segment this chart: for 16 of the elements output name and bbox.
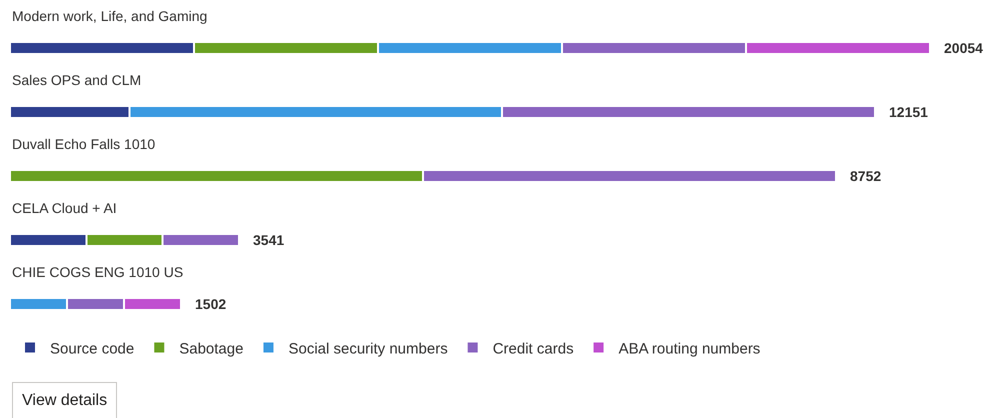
y-tick-label: Duvall Echo Falls 1010 bbox=[12, 136, 156, 152]
annotation: 3541 bbox=[253, 232, 284, 248]
legend-label: Source code bbox=[50, 340, 134, 358]
legend-label: ABA routing numbers bbox=[618, 340, 760, 358]
annotation: 8752 bbox=[850, 168, 882, 184]
annotation: 12151 bbox=[889, 104, 928, 120]
annotation: 1502 bbox=[195, 296, 226, 312]
y-tick-label: Sales OPS and CLM bbox=[12, 72, 142, 88]
legend-label: Credit cards bbox=[492, 340, 574, 358]
legend-label: Social security numbers bbox=[288, 340, 448, 358]
text: View details bbox=[22, 392, 108, 409]
y-tick-label: CHIE COGS ENG 1010 US bbox=[12, 264, 184, 280]
annotation: 20054 bbox=[944, 40, 984, 56]
y-tick-label: CELA Cloud + AI bbox=[12, 200, 117, 216]
legend-label: Sabotage bbox=[179, 340, 244, 358]
y-tick-label: Modern work, Life, and Gaming bbox=[12, 8, 208, 24]
